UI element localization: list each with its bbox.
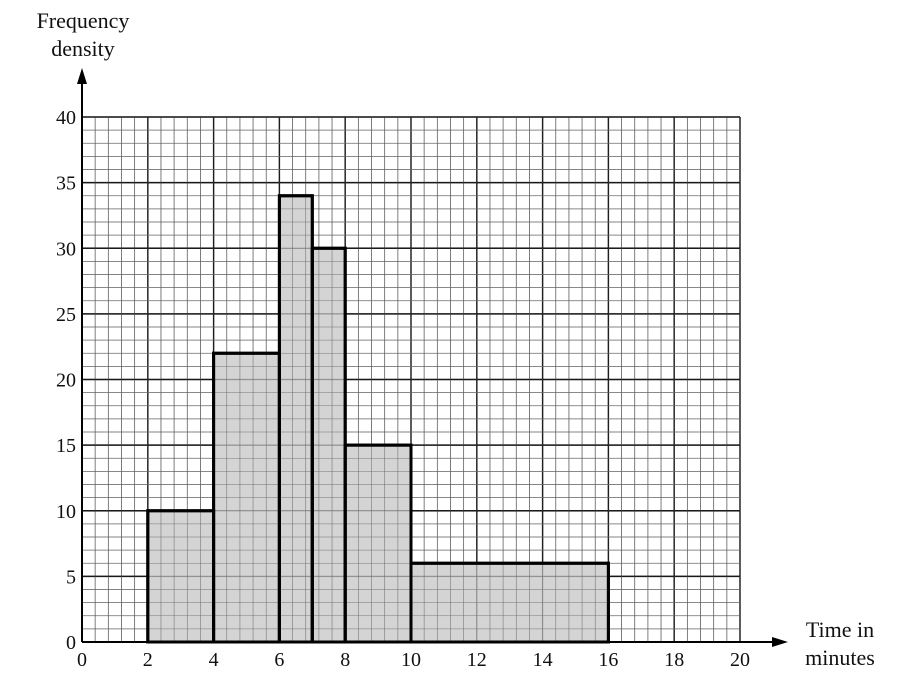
y-tick-label: 10 (56, 501, 76, 523)
x-tick-label: 20 (730, 649, 750, 671)
axes (77, 68, 788, 647)
y-axis-label-line2: density (51, 36, 115, 61)
y-tick-label: 30 (56, 238, 76, 260)
y-axis-label-line1: Frequency (37, 8, 130, 33)
x-tick-label: 2 (143, 649, 153, 671)
x-axis-arrow-icon (772, 637, 788, 647)
y-tick-label: 35 (56, 173, 76, 195)
x-tick-label: 10 (401, 649, 421, 671)
bars (81, 116, 741, 644)
x-tick-label: 16 (598, 649, 618, 671)
x-tick-label: 12 (467, 649, 487, 671)
y-tick-label: 15 (56, 435, 76, 457)
x-tick-label: 8 (340, 649, 350, 671)
y-tick-label: 20 (56, 370, 76, 392)
y-tick-label: 5 (66, 566, 76, 588)
x-tick-label: 18 (664, 649, 684, 671)
x-tick-label: 4 (209, 649, 219, 671)
y-tick-label: 0 (66, 632, 76, 654)
y-tick-label: 25 (56, 304, 76, 326)
x-axis-label-line2: minutes (805, 645, 875, 670)
x-tick-label: 0 (77, 649, 87, 671)
x-axis-label-line1: Time in (806, 617, 874, 642)
x-tick-label: 6 (274, 649, 284, 671)
tick-labels: 0 2 4 6 8 10 12 14 16 18 20 0 5 10 15 20 25 30 35 40 (56, 107, 750, 671)
histogram-bar (343, 443, 413, 644)
y-axis-arrow-icon (77, 68, 87, 84)
x-tick-label: 14 (533, 649, 553, 671)
y-tick-label: 40 (56, 107, 76, 129)
